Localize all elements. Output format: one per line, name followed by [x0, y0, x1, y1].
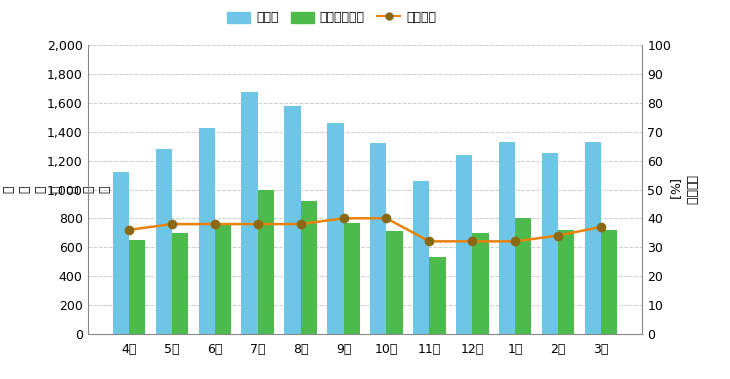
Bar: [155, 149, 172, 334]
Bar: [542, 153, 558, 334]
Bar: [242, 92, 258, 334]
Bar: [429, 257, 445, 334]
Bar: [172, 233, 188, 334]
Bar: [601, 230, 617, 334]
Bar: [499, 142, 515, 334]
Bar: [370, 143, 386, 334]
Bar: [413, 181, 429, 334]
Bar: [199, 128, 215, 334]
Bar: [472, 233, 488, 334]
Bar: [113, 172, 129, 334]
Bar: [327, 123, 344, 334]
Bar: [258, 190, 274, 334]
Bar: [301, 201, 317, 334]
Bar: [344, 222, 360, 334]
Bar: [515, 218, 531, 334]
Bar: [585, 142, 601, 334]
Y-axis label: 一
次
エ
ネ
ル
ギ
ー
消
費
量
[GJ／月]: 一 次 エ ネ ル ギ ー 消 費 量 [GJ／月]: [0, 171, 128, 208]
Bar: [285, 106, 301, 334]
Bar: [215, 224, 231, 334]
Bar: [558, 230, 575, 334]
Bar: [456, 155, 472, 334]
Y-axis label: 省エネ率
[%]: 省エネ率 [%]: [666, 174, 698, 205]
Bar: [129, 240, 145, 334]
Legend: 改修前, 改修後３年目, 省エネ率: 改修前, 改修後３年目, 省エネ率: [227, 11, 436, 24]
Bar: [386, 231, 403, 334]
